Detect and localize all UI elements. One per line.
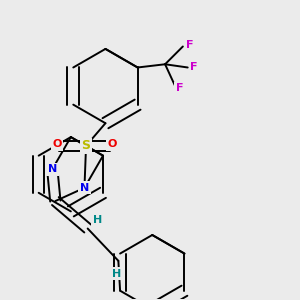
Text: F: F: [176, 83, 183, 94]
Text: N: N: [80, 183, 89, 193]
Text: F: F: [190, 62, 198, 73]
Text: F: F: [186, 40, 193, 50]
Text: H: H: [93, 215, 102, 225]
Text: O: O: [107, 139, 117, 149]
Text: N: N: [48, 164, 57, 174]
Text: O: O: [52, 139, 62, 149]
Text: S: S: [82, 139, 91, 152]
Text: H: H: [112, 269, 122, 279]
